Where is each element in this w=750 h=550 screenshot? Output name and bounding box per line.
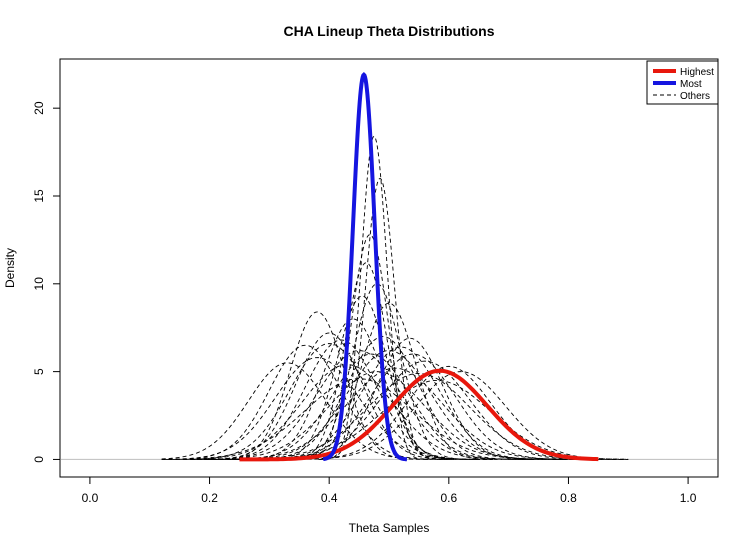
others-curve [193,367,596,460]
x-axis: 0.0 0.2 0.4 0.6 0.8 1.0 [82,476,697,505]
others-curve [176,371,579,460]
y-tick-label: 5 [32,368,46,375]
most-series-line [322,72,408,462]
x-tick-label: 0.2 [201,491,218,505]
y-tick-label: 0 [32,456,46,463]
x-tick-label: 0.0 [82,491,99,505]
others-curve [227,318,479,460]
others-curve [165,343,493,460]
others-curve [276,283,478,460]
x-tick-label: 1.0 [680,491,697,505]
y-axis-label: Density [3,248,17,288]
highest-series-line [239,368,599,462]
others-curve [190,332,468,460]
legend-label-others: Others [680,91,710,102]
legend: Highest Most Others [646,60,719,105]
others-curve [236,360,614,460]
others-series [161,135,629,460]
legend-label-most: Most [680,79,702,90]
y-tick-label: 15 [32,189,46,203]
y-axis: 0 5 10 15 20 [32,101,61,463]
x-tick-label: 0.8 [560,491,577,505]
y-tick-label: 20 [32,101,46,115]
others-curve [256,295,468,460]
others-curve [291,234,448,460]
others-curve [278,262,455,460]
x-tick-label: 0.4 [321,491,338,505]
x-tick-label: 0.6 [440,491,457,505]
legend-label-highest: Highest [680,67,714,78]
others-curve [320,135,429,460]
others-curve [232,336,534,460]
plot-frame [59,58,719,478]
others-curve [161,378,586,460]
x-axis-label: Theta Samples [349,521,430,535]
y-tick-label: 10 [32,277,46,291]
others-curve [183,350,535,460]
others-curve [318,177,442,460]
others-curve [210,379,629,460]
others-curve [272,371,629,460]
chart-title: CHA Lineup Theta Distributions [283,23,494,39]
others-curve [207,353,535,460]
